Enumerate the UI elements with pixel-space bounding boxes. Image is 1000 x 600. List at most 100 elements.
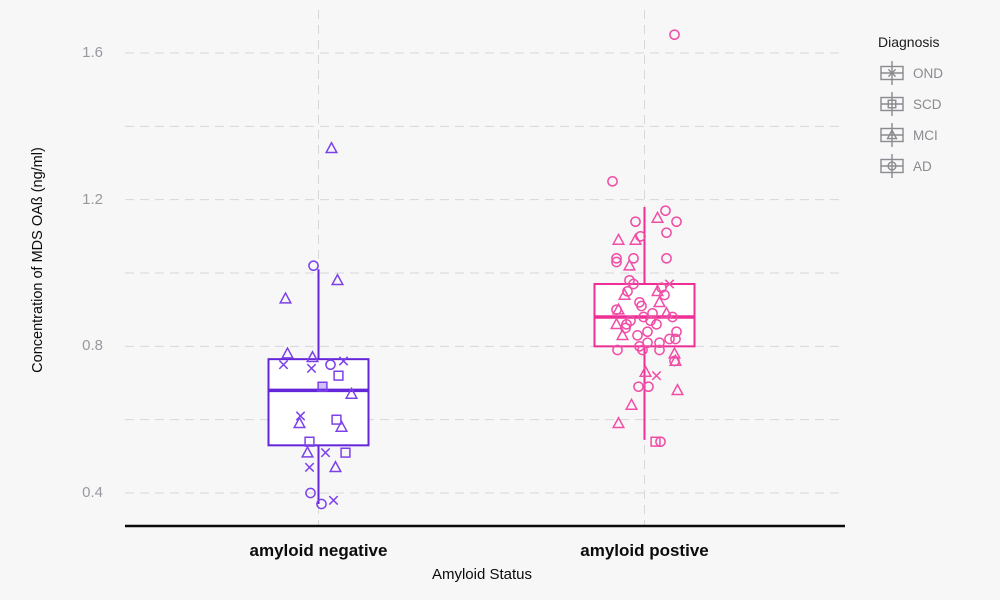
circle-marker-icon xyxy=(620,322,631,334)
circle-marker-icon xyxy=(305,487,316,499)
x-marker-icon xyxy=(295,411,306,421)
y-axis-title: Concentration of MDS OAß (ng/ml) xyxy=(30,147,46,373)
circle-marker-icon xyxy=(638,311,649,323)
legend-item-scd: SCD xyxy=(878,91,943,117)
legend-item-label: OND xyxy=(913,65,943,81)
triangle-marker-icon xyxy=(324,141,339,154)
circle-marker-icon xyxy=(633,381,644,393)
boxplot-amyloid-negative xyxy=(267,269,370,504)
circle-marker-icon xyxy=(671,326,682,338)
square-marker-icon xyxy=(340,447,351,458)
triangle-marker-icon xyxy=(334,419,349,432)
circle-marker-icon xyxy=(655,436,666,448)
circle-marker-icon xyxy=(670,333,681,345)
circle-marker-icon xyxy=(622,285,633,297)
circle-marker-icon xyxy=(643,381,654,393)
square-marker-icon xyxy=(331,414,342,425)
circle-marker-icon xyxy=(611,304,622,316)
x-marker-icon xyxy=(651,370,662,381)
triangle-marker-icon xyxy=(624,397,639,410)
square-marker-icon xyxy=(650,436,661,447)
points-amyloid-postive xyxy=(607,29,685,448)
legend-title: Diagnosis xyxy=(878,34,940,50)
triangle-marker-icon xyxy=(280,346,295,359)
x-category-label: amyloid negative xyxy=(249,541,388,560)
circle-marker-icon xyxy=(661,227,672,239)
triangle-marker-icon xyxy=(617,287,632,300)
circle-marker-icon xyxy=(637,344,648,356)
circle-marker-icon xyxy=(628,252,639,264)
triangle-marker-icon xyxy=(670,383,685,396)
circle-marker-icon xyxy=(656,282,667,294)
circle-marker-icon xyxy=(887,161,897,171)
circle-marker-icon xyxy=(625,315,636,327)
x-marker-icon xyxy=(306,363,317,374)
triangle-marker-icon xyxy=(652,295,667,308)
legend-items: OND SCD MCI AD xyxy=(878,60,943,179)
triangle-marker-icon xyxy=(278,291,293,304)
circle-marker-icon xyxy=(660,205,671,217)
triangle-marker-icon xyxy=(628,232,643,245)
x-axis-title: Amyloid Status xyxy=(431,566,533,583)
x-marker-icon xyxy=(278,359,289,370)
triangle-marker-icon xyxy=(611,416,626,429)
legend-item-label: AD xyxy=(913,158,932,174)
circle-marker-icon xyxy=(654,344,665,356)
circle-marker-icon xyxy=(630,216,641,228)
circle-marker-icon xyxy=(659,289,670,301)
triangle-marker-icon xyxy=(344,386,359,399)
legend-item-ad: AD xyxy=(878,153,943,179)
circle-marker-icon xyxy=(325,359,336,371)
circle-marker-icon xyxy=(654,337,665,349)
boxplot-triangle-glyph-icon xyxy=(880,123,904,147)
legend-item-ond: OND xyxy=(878,60,943,86)
square-marker-icon xyxy=(317,381,328,392)
triangle-marker-icon xyxy=(659,306,674,319)
triangle-marker-icon xyxy=(886,128,898,140)
y-tick-label: 1.2 xyxy=(82,190,103,208)
triangle-marker-icon xyxy=(328,460,343,473)
circle-marker-icon xyxy=(308,260,319,272)
circle-marker-icon xyxy=(612,344,623,356)
triangle-marker-icon xyxy=(650,210,665,223)
circle-marker-icon xyxy=(661,252,672,264)
triangle-marker-icon xyxy=(650,284,665,297)
triangle-marker-icon xyxy=(292,416,307,429)
circle-marker-icon xyxy=(611,256,622,268)
x-category-label: amyloid postive xyxy=(580,541,709,560)
triangle-marker-icon xyxy=(609,317,624,330)
iqr-box xyxy=(267,358,370,447)
circle-marker-icon xyxy=(642,326,653,338)
triangle-marker-icon xyxy=(638,364,653,377)
circle-marker-icon xyxy=(628,278,639,290)
triangle-marker-icon xyxy=(330,273,345,286)
legend-item-mci: MCI xyxy=(878,122,943,148)
x-marker-icon xyxy=(304,462,315,473)
points-amyloid-negative xyxy=(278,141,359,510)
circle-marker-icon xyxy=(669,29,680,41)
circle-marker-icon xyxy=(667,311,678,323)
square-marker-icon xyxy=(304,436,315,447)
y-tick-label: 1.6 xyxy=(82,44,103,61)
circle-marker-icon xyxy=(669,355,680,367)
triangle-marker-icon xyxy=(305,350,320,363)
triangle-marker-icon xyxy=(300,445,315,458)
circle-marker-icon xyxy=(651,318,662,330)
boxplot-x-glyph-icon xyxy=(880,61,904,85)
circle-marker-icon xyxy=(664,333,675,345)
triangle-marker-icon xyxy=(611,232,626,245)
x-marker-icon xyxy=(320,447,331,458)
legend-item-label: MCI xyxy=(913,127,938,143)
circle-marker-icon xyxy=(611,252,622,264)
y-tick-label: 0.4 xyxy=(82,484,103,501)
circle-marker-icon xyxy=(636,300,647,312)
circle-marker-icon xyxy=(647,307,658,319)
y-tick-label: 0.8 xyxy=(82,337,103,355)
legend-item-label: SCD xyxy=(913,96,942,112)
circle-marker-icon xyxy=(642,337,653,349)
x-marker-icon xyxy=(328,495,339,506)
circle-marker-icon xyxy=(635,230,646,242)
circle-marker-icon xyxy=(671,216,682,228)
